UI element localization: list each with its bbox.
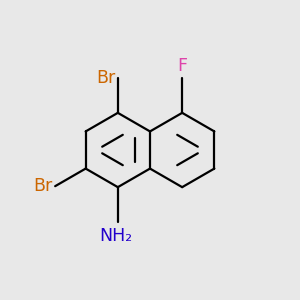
Text: Br: Br	[97, 69, 116, 87]
Text: Br: Br	[33, 177, 52, 195]
Text: NH₂: NH₂	[99, 227, 132, 245]
Text: F: F	[177, 56, 187, 74]
